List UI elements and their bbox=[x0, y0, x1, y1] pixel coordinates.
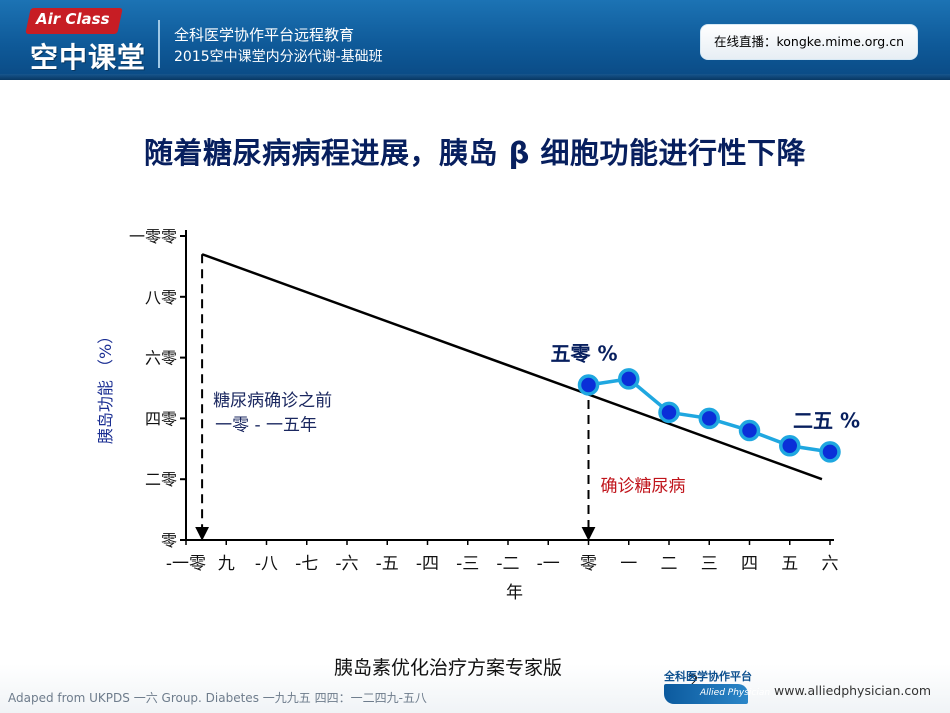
x-tick-label: -四 bbox=[416, 554, 439, 574]
footer-logo-text: 全科医学协作平台 bbox=[664, 670, 752, 683]
header-course-name: 2015空中课堂内分泌代谢-基础班 bbox=[174, 49, 383, 65]
data-point bbox=[658, 401, 680, 424]
annotation-diagnosis: 确诊糖尿病 bbox=[601, 476, 686, 496]
x-tick-label: -一 bbox=[537, 554, 560, 574]
logo-english: Air Class bbox=[36, 10, 110, 28]
logo-chinese: 空中课堂 bbox=[30, 41, 147, 74]
x-axis-label: 年 bbox=[506, 583, 523, 603]
x-tick-label: -五 bbox=[376, 554, 399, 574]
footer-strip bbox=[0, 664, 950, 713]
data-point bbox=[698, 407, 720, 430]
footer-logo-icon bbox=[664, 684, 748, 704]
data-point bbox=[618, 368, 640, 390]
y-tick-label: 八零 bbox=[145, 288, 177, 307]
y-tick-label: 四零 bbox=[145, 409, 177, 428]
annotation-end-percent: 二五 % bbox=[793, 409, 860, 433]
footer-logo-subtext: Allied Physician bbox=[700, 688, 771, 698]
x-tick-label: 四 bbox=[741, 554, 758, 574]
y-tick-label: 二零 bbox=[145, 470, 177, 489]
y-axis-label: 胰岛功能 （%） bbox=[96, 328, 115, 444]
y-tick-label: 一零零 bbox=[129, 227, 177, 246]
header-divider bbox=[158, 20, 160, 68]
annotation-before-years: 一零 - 一五年 bbox=[215, 416, 317, 436]
x-tick-label: -一零 bbox=[166, 554, 206, 574]
x-tick-label: -二 bbox=[496, 554, 519, 574]
x-tick-label: 一 bbox=[620, 554, 637, 574]
data-point bbox=[577, 374, 600, 396]
header-platform-name: 全科医学协作平台远程教育 bbox=[174, 26, 355, 44]
chart-guides bbox=[195, 254, 596, 541]
chart-axes: 零二零四零六零八零一零零-一零九 -八 -七 -六 -五 -四 -三 -二 -一零一二三四五六 bbox=[129, 227, 839, 574]
y-tick-label: 六零 bbox=[145, 349, 177, 368]
footer-center-title: 胰岛素优化治疗方案专家版 bbox=[334, 657, 563, 679]
annotation-before-diagnosis: 糖尿病确诊之前 bbox=[213, 391, 332, 411]
footer-source-citation: Adaped from UKPDS 一六 Group. Diabetes 一九九… bbox=[8, 691, 427, 705]
page-number: 2 bbox=[688, 672, 699, 692]
x-tick-label: 九 bbox=[218, 554, 235, 574]
x-tick-label: 二 bbox=[661, 554, 678, 574]
footer-url-link[interactable]: www.alliedphysician.com bbox=[774, 683, 932, 698]
y-tick-label: 零 bbox=[161, 531, 177, 550]
annotation-start-percent: 五零 % bbox=[551, 342, 618, 366]
data-point bbox=[819, 441, 841, 463]
data-point bbox=[738, 419, 761, 442]
live-stream-link[interactable]: 在线直播：kongke.mime.org.cn bbox=[700, 24, 918, 60]
x-tick-label: -八 bbox=[255, 554, 278, 574]
x-tick-label: -六 bbox=[335, 554, 358, 574]
x-tick-label: 六 bbox=[822, 554, 839, 574]
x-tick-label: 零 bbox=[580, 554, 597, 574]
x-tick-label: -三 bbox=[456, 554, 479, 574]
slide-title: 随着糖尿病病程进展，胰岛 β 细胞功能进行性下降 bbox=[144, 136, 806, 170]
chart-series bbox=[201, 253, 841, 481]
x-tick-label: -七 bbox=[295, 554, 318, 574]
header-banner: Air Class 空中课堂 全科医学协作平台远程教育 2015空中课堂内分泌代… bbox=[0, 0, 950, 80]
series-line-0 bbox=[201, 253, 823, 481]
data-point bbox=[779, 435, 801, 457]
x-tick-label: 五 bbox=[781, 554, 798, 574]
x-tick-label: 三 bbox=[701, 554, 718, 574]
